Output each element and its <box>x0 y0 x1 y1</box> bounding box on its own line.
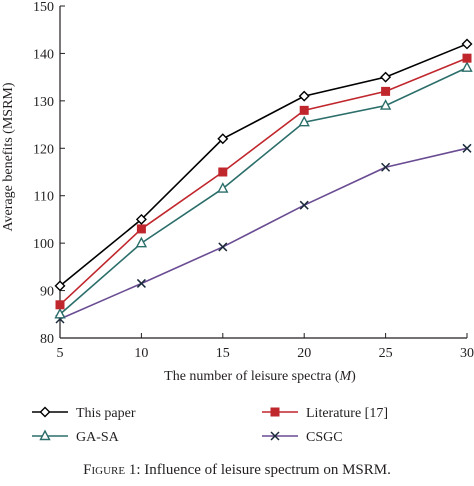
y-tick-label: 110 <box>34 190 54 205</box>
figure-label: Figure 1: <box>83 462 141 478</box>
y-tick-label: 80 <box>40 332 54 347</box>
data-point <box>136 224 146 234</box>
data-point <box>380 71 392 83</box>
series-triangle <box>54 61 473 319</box>
data-point <box>299 200 309 210</box>
x-tick-label: 20 <box>297 346 311 361</box>
data-point <box>381 86 391 96</box>
y-tick-label: 140 <box>33 47 54 62</box>
y-tick-label: 120 <box>33 142 54 157</box>
legend-marker <box>270 431 280 441</box>
data-point <box>135 236 148 248</box>
series-x <box>55 143 472 324</box>
series-line <box>59 66 468 315</box>
data-point <box>136 278 146 288</box>
y-axis-label: Average benefits (MSRM) <box>1 82 16 231</box>
data-point <box>462 53 472 63</box>
data-point <box>461 38 473 50</box>
x-tick-label: 15 <box>216 346 230 361</box>
marker-stroke <box>462 143 472 153</box>
data-point <box>381 162 391 172</box>
marker-stroke <box>299 200 309 210</box>
data-point <box>217 133 229 145</box>
data-point <box>218 242 228 252</box>
x-axis-label-text: The number of leisure spectra ( <box>164 369 340 384</box>
legend-item: Literature [17] <box>262 406 388 421</box>
x-tick-label: 10 <box>134 346 148 361</box>
y-tick-label: 150 <box>33 0 54 15</box>
legend-label: CSGC <box>306 430 343 445</box>
legend-item: GA-SA <box>32 429 120 445</box>
legend-marker <box>39 429 51 441</box>
legend-marker <box>270 407 280 417</box>
marker-stroke <box>270 431 280 441</box>
y-axis-ticks: 80 90 100 110 120 130 140 150 <box>33 0 65 347</box>
legend-item: CSGC <box>262 430 343 445</box>
legend-marker <box>39 406 51 418</box>
data-point <box>135 213 147 225</box>
data-point <box>55 300 65 310</box>
marker-stroke <box>136 278 146 288</box>
data-point <box>298 90 310 102</box>
x-axis-label: The number of leisure spectra (M) <box>164 369 356 384</box>
x-axis-ticks: 5 10 15 20 25 30 <box>57 333 474 361</box>
series-square <box>55 53 472 310</box>
marker-stroke <box>381 162 391 172</box>
legend-label: Literature [17] <box>306 406 388 421</box>
series-line <box>59 147 468 320</box>
plot-frame <box>59 6 467 339</box>
figure-caption: Figure 1: Influence of leisure spectrum … <box>0 462 474 479</box>
y-tick-label: 90 <box>40 285 54 300</box>
series-line <box>59 43 468 287</box>
legend-label: This paper <box>76 406 136 421</box>
x-tick-label: 5 <box>57 346 64 361</box>
marker-stroke <box>218 242 228 252</box>
series-line <box>59 57 468 306</box>
y-tick-label: 100 <box>33 237 54 252</box>
data-point <box>217 182 229 193</box>
series-diamond <box>54 38 473 292</box>
x-axis-label-close: ) <box>351 369 356 384</box>
data-point <box>54 307 66 319</box>
y-tick-label: 130 <box>33 95 54 110</box>
data-point <box>299 105 309 115</box>
data-point <box>298 115 310 127</box>
data-point <box>54 280 66 292</box>
caption-text: Influence of leisure spectrum on MSRM. <box>140 462 391 478</box>
x-axis-label-variable: M <box>338 369 352 384</box>
legend-label: GA-SA <box>76 430 120 445</box>
data-point <box>461 61 473 72</box>
legend: This paper Literature [17] GA-SA CSGC <box>32 406 388 445</box>
legend-item: This paper <box>32 406 136 421</box>
x-tick-label: 30 <box>460 346 474 361</box>
data-point <box>462 143 472 153</box>
series-layer <box>54 38 473 324</box>
x-tick-label: 25 <box>379 346 393 361</box>
data-point <box>218 167 228 177</box>
data-point <box>379 99 392 110</box>
